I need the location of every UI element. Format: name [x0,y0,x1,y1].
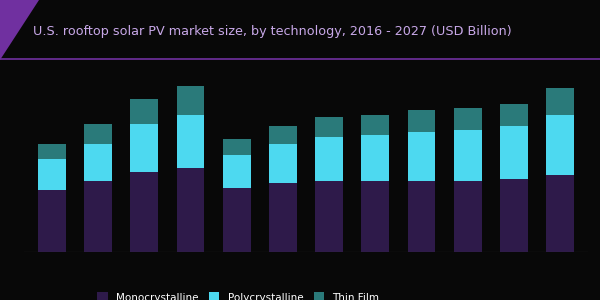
Bar [454,181,482,252]
Bar [176,86,204,115]
Bar [38,190,65,252]
Bar [500,179,528,252]
Bar [547,88,574,115]
Bar [361,115,389,135]
Bar [454,130,482,181]
Polygon shape [0,0,39,60]
Bar [269,183,297,252]
Text: U.S. rooftop solar PV market size, by technology, 2016 - 2027 (USD Billion): U.S. rooftop solar PV market size, by te… [33,25,512,38]
Bar [223,139,251,154]
Bar [500,126,528,179]
Bar [315,117,343,137]
Bar [547,175,574,252]
Bar [454,108,482,130]
Bar [130,172,158,252]
Bar [130,124,158,172]
Bar [130,99,158,124]
Bar [315,181,343,252]
Bar [269,126,297,143]
Bar [38,143,65,159]
Bar [408,110,436,132]
Bar [84,124,112,143]
Bar [176,168,204,252]
Bar [361,135,389,181]
Bar [223,154,251,188]
Bar [84,181,112,252]
Bar [269,143,297,183]
Bar [38,159,65,190]
Bar [361,181,389,252]
Bar [408,132,436,181]
Bar [223,188,251,252]
Bar [408,181,436,252]
Bar [176,115,204,168]
Bar [315,137,343,181]
Bar [547,115,574,175]
Bar [500,103,528,126]
Bar [84,143,112,181]
Legend: Monocrystalline, Polycrystalline, Thin Film: Monocrystalline, Polycrystalline, Thin F… [97,292,379,300]
